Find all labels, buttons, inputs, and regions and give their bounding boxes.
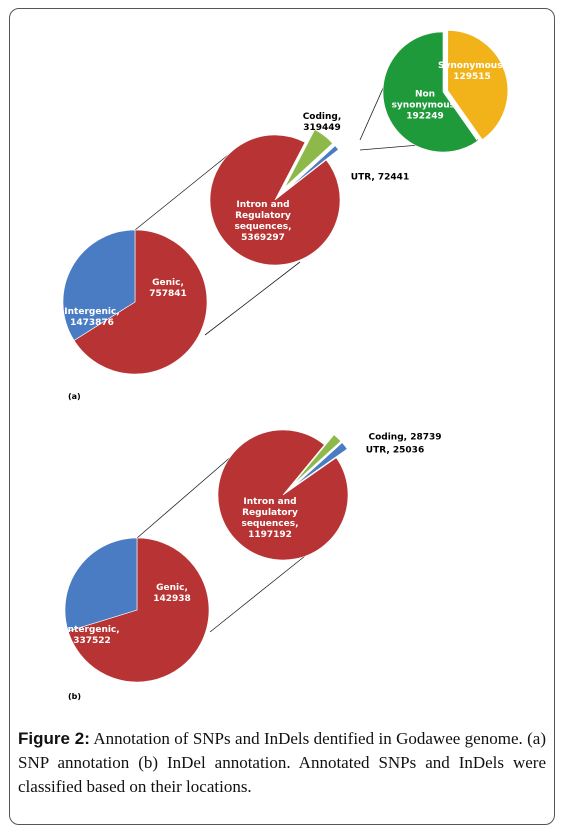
pie-slice: [62, 229, 136, 341]
slice-label: Non synonymous, 192249: [385, 90, 465, 123]
slice-value: 142938: [153, 594, 191, 604]
slice-value: 28739: [410, 432, 442, 443]
slice-value: 129515: [453, 72, 491, 82]
slice-value: 192249: [406, 111, 444, 122]
caption-text: Annotation of SNPs and InDels dentified …: [18, 729, 546, 796]
slice-category: Intron and Regulatory sequences,: [234, 200, 292, 232]
slice-value: 1473876: [70, 318, 114, 328]
slice-label: UTR, 72441: [345, 173, 415, 184]
slice-category: Genic,: [152, 278, 184, 288]
slice-category: Non synonymous,: [391, 89, 459, 111]
slice-value: 757841: [149, 289, 187, 299]
frame: [9, 8, 555, 825]
slice-label: Synonymous, 129515: [437, 61, 507, 83]
slice-label: Genic, 757841: [143, 278, 193, 300]
pie-slice: [284, 129, 334, 188]
slice-label: Intergenic, 337522: [57, 625, 127, 647]
slice-label: Genic, 142938: [147, 583, 197, 605]
slice-category: Synonymous,: [438, 61, 506, 71]
slice-category: UTR,: [350, 172, 375, 183]
slice-category: Coding,: [302, 112, 342, 122]
caption-label: Figure 2:: [18, 729, 90, 748]
pie-slice: [293, 442, 348, 487]
slice-value: 319449: [303, 123, 341, 133]
slice-category: Intergenic,: [64, 625, 120, 635]
slice-label: Coding, 28739: [360, 433, 450, 444]
slice-label: Intergenic, 1473876: [57, 307, 127, 329]
slice-label: UTR, 25036: [355, 446, 435, 457]
pie-slice: [447, 30, 509, 141]
slice-label: Intron and Regulatory sequences, 5369297: [223, 200, 303, 244]
slice-value: 5369297: [241, 233, 285, 243]
slice-value: 1197192: [248, 530, 292, 540]
pie-slice: [67, 537, 210, 683]
pie-slice: [382, 31, 478, 153]
slice-category: UTR,: [365, 445, 390, 456]
slice-category: Genic,: [156, 583, 188, 593]
slice-value: 25036: [392, 445, 425, 456]
slice-category: Intron and Regulatory sequences,: [241, 497, 299, 529]
slice-label: Intron and Regulatory sequences, 1197192: [230, 497, 310, 541]
pie-slice: [73, 229, 208, 375]
slice-label: Coding, 319449: [297, 112, 347, 134]
slice-category: Intergenic,: [64, 307, 120, 317]
pie-slice: [217, 429, 349, 561]
pie-slice: [287, 145, 339, 190]
slice-value: 337522: [73, 636, 111, 646]
panel-label: (b): [68, 692, 82, 701]
pie-slice: [292, 434, 342, 486]
pie-slice: [64, 537, 138, 632]
slice-category: Coding,: [368, 432, 408, 443]
pie-slice: [209, 134, 341, 266]
panel-label: (a): [68, 392, 81, 401]
slice-value: 72441: [377, 172, 410, 183]
caption: Figure 2: Annotation of SNPs and InDels …: [18, 727, 546, 799]
